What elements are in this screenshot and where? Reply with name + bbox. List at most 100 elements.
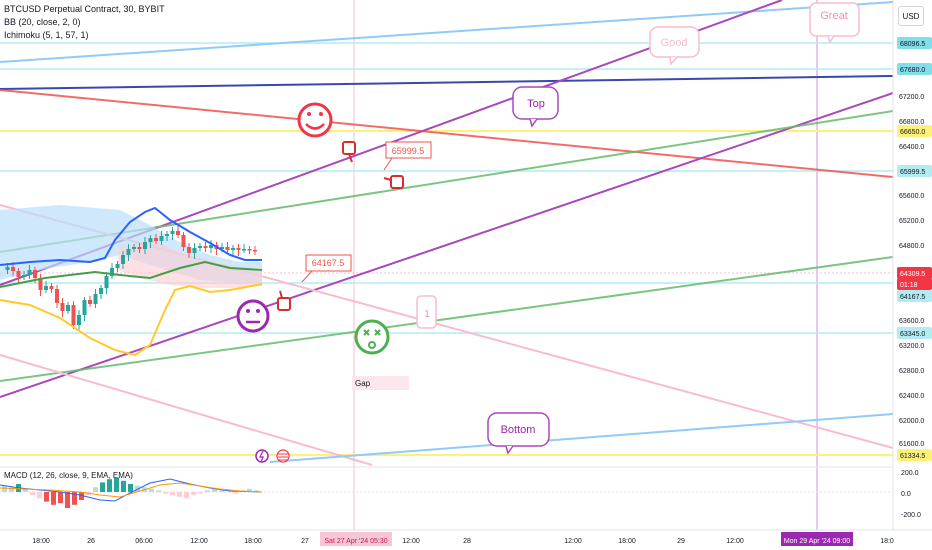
price-badge[interactable]: 65999.5: [897, 165, 932, 177]
pointing-hand-icon[interactable]: [342, 141, 356, 163]
svg-text:Mon 29 Apr '24 09:00: Mon 29 Apr '24 09:00: [784, 538, 850, 545]
svg-text:Sat 27 Apr '24 05:30: Sat 27 Apr '24 05:30: [324, 538, 387, 545]
time-highlight[interactable]: Sat 27 Apr '24 05:30: [320, 532, 392, 546]
candle-body: [148, 238, 153, 242]
macd-bar: [23, 488, 28, 492]
pointing-hand-icon[interactable]: [277, 290, 291, 311]
macd-bar: [37, 492, 42, 499]
callout-one[interactable]: 1: [416, 295, 437, 329]
trendline-navy[interactable]: [0, 75, 894, 90]
trendline-blue-top[interactable]: [0, 1, 894, 63]
macd-bar: [247, 488, 252, 492]
candle-body: [49, 286, 54, 289]
candle-body: [22, 275, 26, 277]
svg-text:66650.0: 66650.0: [900, 129, 925, 136]
candle-body: [16, 271, 21, 277]
price-badge[interactable]: 64167.5: [897, 290, 932, 302]
bb-upper-line: [0, 206, 262, 266]
macd-bar: [191, 492, 196, 496]
candle-body: [60, 303, 65, 311]
callout-top[interactable]: Top: [512, 86, 559, 128]
time-tick-label: 26: [87, 538, 95, 545]
dizzy-face-icon[interactable]: [354, 319, 390, 355]
trendline-green-2[interactable]: [0, 256, 894, 382]
time-tick-label: 06:00: [135, 538, 153, 545]
macd-bar: [44, 492, 49, 502]
svg-text:65999.5: 65999.5: [392, 146, 425, 156]
callout-bottom[interactable]: Bottom: [487, 412, 550, 455]
price-tick-label: 65600.0: [899, 193, 924, 200]
legend-symbol[interactable]: BTCUSD Perpetual Contract, 30, BYBIT: [4, 4, 165, 14]
trendline-pink-2[interactable]: [0, 354, 373, 466]
time-axis[interactable]: 18:00 26 06:00 12:00 18:00 27 12:00 28 12:00 18:0…: [32, 538, 894, 545]
currency-button[interactable]: USD: [898, 6, 924, 26]
callout-great[interactable]: Great: [809, 2, 860, 44]
price-tick-label: 61600.0: [899, 441, 924, 448]
trendline-red[interactable]: [0, 89, 894, 178]
svg-text:63345.0: 63345.0: [900, 331, 925, 338]
candle-body: [247, 249, 252, 251]
candle-body: [99, 288, 103, 294]
price-badge[interactable]: 63345.0: [897, 327, 932, 339]
price-note-64167[interactable]: 64167.5: [301, 254, 352, 283]
candle-body: [5, 267, 10, 270]
time-tick-label: 27: [301, 538, 309, 545]
price-badges[interactable]: 68096.5 67680.0 66650.0 65999.5 64309.5 01:18…: [897, 37, 932, 461]
us-flag-event-icon[interactable]: [276, 449, 290, 463]
candle-body: [159, 236, 164, 241]
price-badge[interactable]: 01:18: [897, 278, 932, 290]
signal-line[interactable]: [0, 482, 263, 498]
candle-body: [242, 249, 246, 251]
svg-text:64309.5: 64309.5: [900, 271, 925, 278]
pointing-hand-icon[interactable]: [383, 175, 404, 189]
svg-text:Bottom: Bottom: [501, 424, 536, 436]
legend-bb[interactable]: BB (20, close, 2, 0): [4, 17, 81, 27]
macd-bar: [2, 485, 7, 492]
bb-basis-line: [0, 260, 263, 288]
callout-good[interactable]: Good: [649, 26, 700, 66]
macd-axis[interactable]: 200.0 0.0 -200.0: [901, 470, 921, 519]
time-tick-label: 12:00: [190, 538, 208, 545]
price-badge[interactable]: 68096.5: [897, 37, 932, 49]
svg-text:Great: Great: [820, 10, 848, 22]
macd-bar: [65, 492, 70, 508]
price-badge[interactable]: 66650.0: [897, 125, 932, 137]
candle-body: [71, 305, 76, 325]
happy-face-icon[interactable]: [297, 102, 333, 138]
macd-bar: [156, 490, 161, 492]
candle-body: [231, 248, 235, 250]
price-note-65999[interactable]: 65999.5: [383, 141, 432, 171]
candle-body: [27, 270, 32, 275]
macd-bar: [121, 480, 126, 492]
macd-bar: [163, 492, 168, 494]
svg-text:Good: Good: [661, 37, 688, 49]
macd-bar: [254, 490, 259, 492]
price-badge[interactable]: 67680.0: [897, 63, 932, 75]
price-badge[interactable]: 64309.5: [897, 267, 932, 279]
macd-bar: [107, 479, 112, 492]
candle-body: [66, 305, 70, 311]
lightning-event-icon[interactable]: [255, 449, 269, 463]
price-series[interactable]: [0, 205, 263, 357]
neutral-face-icon[interactable]: [236, 299, 270, 333]
time-tick-label: 18:00: [32, 538, 50, 545]
macd-bar: [93, 487, 98, 492]
candle-body: [132, 247, 136, 249]
time-tick-label: 12:00: [402, 538, 420, 545]
macd-tick-label: 0.0: [901, 491, 911, 498]
trendline-blue-bottom[interactable]: [269, 413, 894, 463]
candle-body: [77, 315, 81, 325]
time-highlights[interactable]: Sat 27 Apr '24 05:30 Mon 29 Apr '24 09:00: [320, 532, 853, 546]
candle-body: [55, 289, 59, 303]
price-tick-label: 65200.0: [899, 218, 924, 225]
candle-body: [192, 248, 197, 253]
legend-ichimoku[interactable]: Ichimoku (5, 1, 57, 1): [4, 30, 89, 40]
macd-bar: [128, 484, 133, 492]
gap-box[interactable]: [352, 376, 409, 390]
macd-label[interactable]: MACD (12, 26, close, 9, EMA, EMA): [4, 471, 133, 480]
time-highlight[interactable]: Mon 29 Apr '24 09:00: [781, 532, 853, 546]
macd-bar: [100, 482, 105, 492]
time-tick-label: 18:00: [244, 538, 262, 545]
price-badge[interactable]: 61334.5: [897, 449, 932, 461]
